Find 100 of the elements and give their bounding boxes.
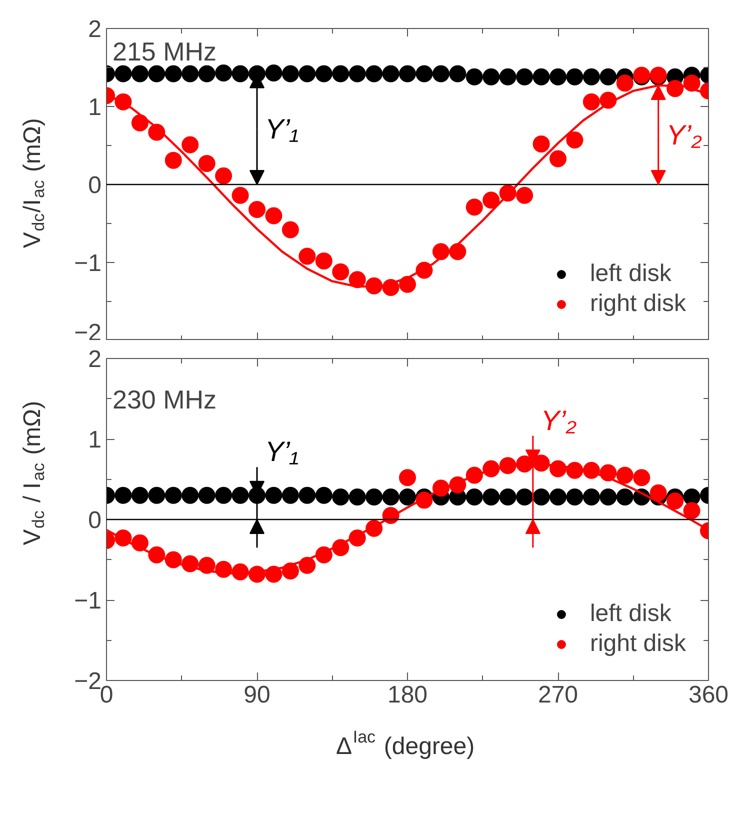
x-tick-label: 180 (387, 682, 428, 708)
point (366, 65, 383, 82)
annotation: Y’₂ (540, 404, 577, 436)
point (282, 486, 299, 504)
point (516, 68, 534, 86)
point (298, 248, 316, 265)
legend-label: left disk (590, 260, 672, 288)
point (131, 65, 148, 82)
point (482, 192, 500, 209)
point (282, 221, 299, 238)
y-tick-label: −1 (74, 250, 102, 277)
legend-label: right disk (590, 290, 686, 318)
point (265, 486, 282, 504)
point (666, 492, 684, 510)
y-axis-title: Vdc/Iac (mΩ) (19, 118, 48, 248)
y-axis-title: Vdc / Iac (mΩ) (19, 400, 48, 546)
point (332, 488, 350, 506)
point (366, 488, 383, 506)
y-tick-label: 2 (88, 16, 102, 43)
point (215, 486, 232, 504)
point (566, 488, 584, 506)
annotation: Y’₁ (265, 114, 299, 145)
point (315, 65, 332, 82)
point (298, 486, 316, 504)
point (148, 486, 166, 504)
y-tick-label: 1 (88, 426, 102, 454)
point (616, 466, 634, 484)
point (466, 488, 483, 506)
point (566, 132, 584, 149)
point (164, 65, 182, 82)
point (532, 68, 550, 86)
point (382, 65, 400, 82)
point (416, 65, 433, 82)
annotation: 215 MHz (112, 36, 217, 66)
point (164, 486, 182, 504)
point (399, 65, 416, 82)
annotation: 230 MHz (112, 384, 217, 414)
y-tick-label: −1 (74, 588, 102, 614)
point (198, 486, 216, 504)
point (348, 65, 366, 82)
point (382, 488, 400, 506)
y-tick-label: 2 (88, 346, 102, 373)
point (466, 68, 483, 86)
point (315, 486, 332, 504)
point (298, 65, 316, 82)
point (232, 186, 249, 204)
point (499, 488, 516, 506)
point (215, 167, 232, 184)
x-tick-label: 360 (688, 682, 729, 708)
point (600, 68, 617, 86)
point (633, 469, 650, 486)
point (182, 136, 199, 154)
point (550, 150, 566, 168)
point (600, 488, 617, 506)
point (582, 93, 600, 110)
point (616, 74, 634, 92)
point (550, 488, 566, 506)
point (148, 65, 166, 82)
point (650, 484, 667, 502)
x-tick-label: 90 (244, 682, 270, 708)
point (131, 486, 148, 504)
point (198, 154, 216, 172)
point (232, 65, 249, 82)
point (532, 488, 550, 506)
point (182, 486, 199, 504)
point (232, 486, 249, 504)
point (499, 68, 516, 86)
annotation: Y’₂ (666, 119, 702, 150)
point (582, 68, 600, 86)
point (432, 65, 450, 82)
point (482, 68, 500, 86)
point (516, 186, 534, 204)
y-tick-label: 1 (88, 94, 102, 121)
point (516, 488, 534, 506)
point (114, 65, 132, 82)
point (282, 65, 299, 82)
y-tick-label: 0 (88, 507, 102, 534)
y-tick-label: 0 (88, 172, 102, 199)
x-tick-label: 270 (538, 682, 578, 708)
point (399, 488, 416, 506)
legend-label: left disk (590, 600, 672, 628)
point (182, 65, 199, 82)
point (332, 65, 350, 82)
point (248, 200, 266, 218)
point (215, 64, 232, 82)
point (532, 135, 550, 152)
y-tick-label: −2 (74, 668, 102, 695)
point (482, 488, 500, 506)
point (131, 114, 148, 132)
point (449, 65, 466, 82)
legend-label: right disk (590, 630, 686, 658)
point (683, 502, 700, 520)
annotation: Y’₁ (265, 436, 299, 468)
point (332, 263, 350, 280)
point (265, 64, 282, 82)
point (114, 486, 132, 504)
point (198, 65, 216, 82)
point (566, 68, 584, 86)
point (466, 198, 483, 216)
point (315, 252, 332, 270)
